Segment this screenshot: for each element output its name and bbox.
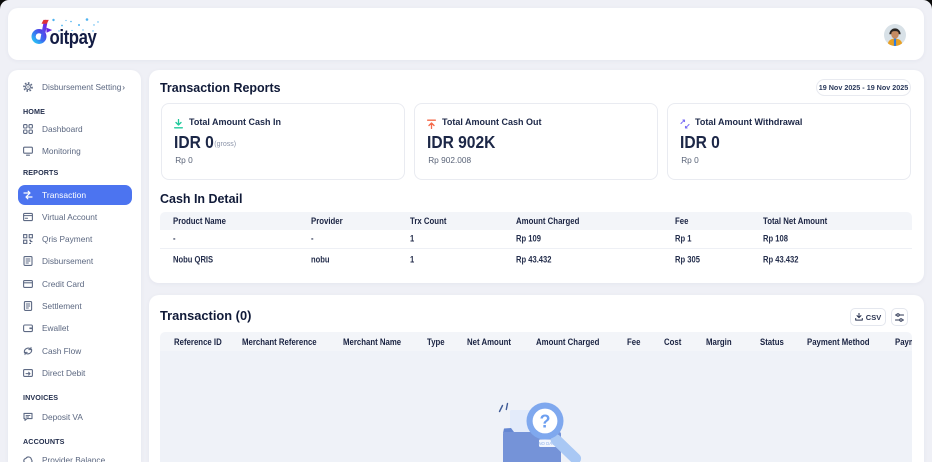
svg-text:NO DATA: NO DATA	[538, 441, 557, 446]
svg-text:?: ?	[540, 412, 551, 432]
svg-text:oitpay: oitpay	[50, 26, 98, 49]
